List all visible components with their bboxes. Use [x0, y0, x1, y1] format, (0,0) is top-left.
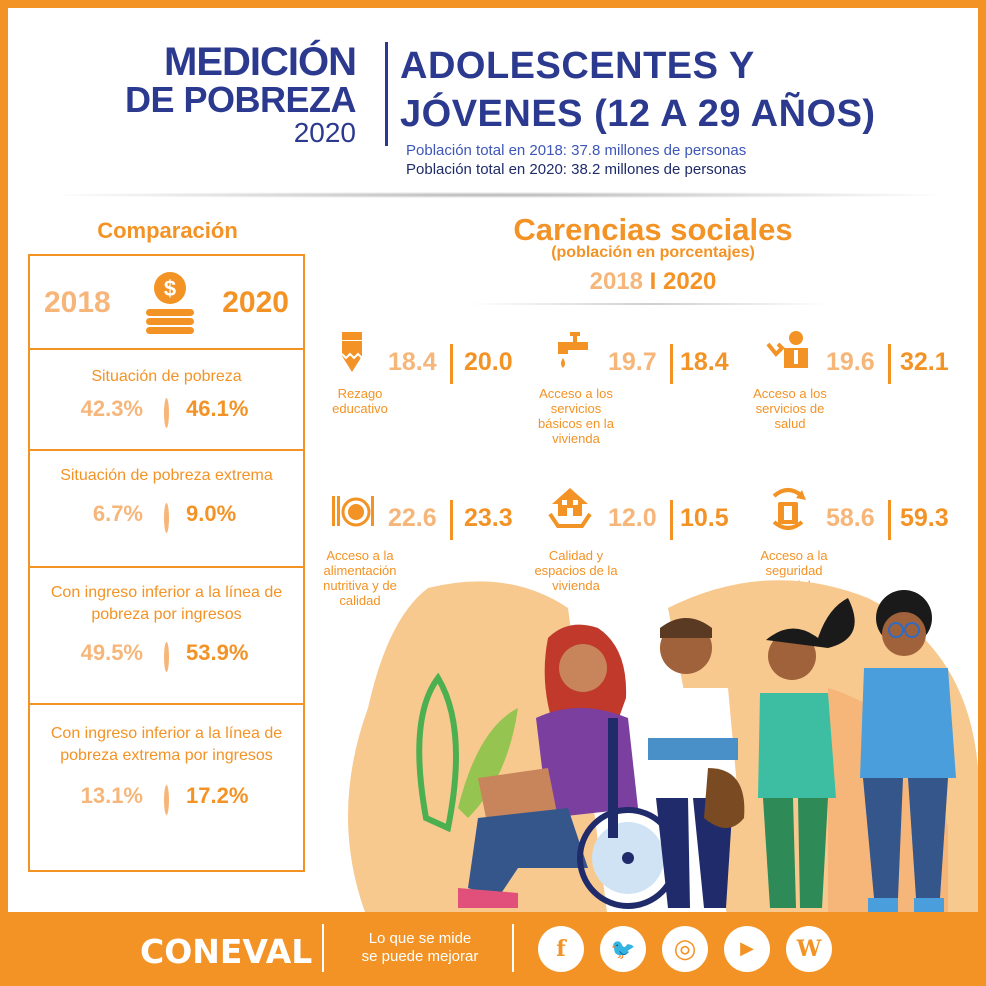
indicator-label: Acceso a los servicios de salud [753, 386, 827, 431]
indicator-alimentacion: 22.6 23.3 Acceso a la alimentación nutri… [323, 486, 530, 608]
svg-text:$: $ [164, 276, 176, 301]
value-separator [164, 642, 169, 672]
value-2020: 32.1 [900, 348, 949, 376]
population-2018: Población total en 2018: 37.8 millones d… [406, 142, 747, 159]
comparison-row-ingreso-extrema: Con ingreso inferior a la línea de pobre… [30, 705, 303, 870]
slogan-line1: Lo que se mide [368, 930, 472, 947]
instagram-icon[interactable]: ◎ [662, 926, 708, 972]
indicator-label: Rezago educativo [332, 386, 388, 416]
pencil-icon [341, 332, 363, 372]
carencias-years: 2018 I 2020 [448, 268, 858, 296]
value-2018: 42.3% [80, 396, 143, 421]
value-2020: 9.0% [186, 501, 237, 526]
water-faucet-icon [558, 332, 588, 368]
comparison-row-pobreza: Situación de pobreza 42.3% 46.1% [30, 350, 303, 451]
indicator-label: Acceso a los servicios básicos en la viv… [538, 386, 614, 446]
indicator-label: Calidad y espacios de la vivienda [534, 548, 618, 593]
carencias-divider [470, 303, 830, 305]
house-hands-icon [548, 488, 592, 528]
logo-line2: DE POBREZA [124, 79, 357, 120]
value-2018: 58.6 [826, 504, 875, 532]
value-2018: 49.5% [80, 640, 143, 665]
comparison-year-2018: 2018 [44, 286, 111, 319]
value-2020: 17.2% [186, 783, 249, 808]
indicator-label: Acceso a la alimentación nutritiva y de … [323, 548, 397, 608]
title-line1: ADOLESCENTES Y [400, 45, 755, 87]
coneval-logo: CONEVAL [140, 932, 313, 971]
comparison-row-label: Situación de pobreza [91, 368, 242, 385]
logo-year: 2020 [293, 117, 356, 148]
indicator-servicios-basicos: 19.7 18.4 Acceso a los servicios básicos… [538, 330, 748, 450]
value-2018: 19.7 [608, 348, 657, 376]
value-2018: 19.6 [826, 348, 875, 376]
value-2020: 20.0 [464, 348, 513, 376]
value-separator [164, 398, 169, 428]
value-separator [670, 500, 673, 540]
value-separator [164, 785, 169, 815]
value-separator [888, 500, 891, 540]
twitter-icon[interactable]: 🐦 [600, 926, 646, 972]
comparison-row-label: Situación de pobreza extrema [60, 467, 273, 484]
wordpress-icon[interactable]: W [786, 926, 832, 972]
indicator-rezago-educativo: 18.4 20.0 Rezago educativo [330, 330, 530, 450]
doctor-icon [766, 331, 808, 368]
indicator-calidad-vivienda: 12.0 10.5 Calidad y espacios de la vivie… [534, 486, 748, 606]
youtube-icon[interactable]: ▶ [724, 926, 770, 972]
comparison-table: 2018 $ 2020 Situación de pobreza 42.3% 4… [28, 254, 305, 872]
plate-cutlery-icon [332, 496, 374, 527]
value-2018: 6.7% [92, 501, 143, 526]
carencias-subtitle: (población en porcentajes) [551, 244, 755, 261]
header-shadow-divider [58, 192, 938, 198]
value-2020: 10.5 [680, 504, 729, 532]
comparison-row-pobreza-extrema: Situación de pobreza extrema 6.7% 9.0% [30, 451, 303, 568]
value-2020: 53.9% [186, 640, 249, 665]
header-divider [385, 42, 388, 146]
value-2018: 22.6 [388, 504, 437, 532]
carencias-year-2020: 2020 [663, 268, 717, 295]
social-security-icon [772, 488, 806, 530]
youth-illustration [348, 580, 978, 920]
value-2018: 18.4 [388, 348, 437, 376]
value-2018: 12.0 [608, 504, 657, 532]
title-line2: JÓVENES (12 A 29 AÑOS) [400, 93, 876, 135]
value-separator [450, 344, 453, 384]
comparison-row-label: Con ingreso inferior a la línea de pobre… [50, 584, 283, 623]
medicion-pobreza-logo: MEDICIÓN DE POBREZA 2020 [114, 40, 357, 148]
indicator-servicios-salud: 19.6 32.1 Acceso a los servicios de salu… [753, 330, 966, 450]
value-separator [450, 500, 453, 540]
logo-line1: MEDICIÓN [164, 40, 357, 84]
value-separator [670, 344, 673, 384]
value-2020: 18.4 [680, 348, 729, 376]
carencias-title: Carencias sociales [513, 212, 793, 247]
population-2020: Población total en 2020: 38.2 millones d… [406, 161, 747, 178]
footer-divider [512, 924, 514, 972]
value-2018: 13.1% [80, 783, 143, 808]
comparison-year-2020: 2020 [222, 286, 289, 319]
facebook-icon[interactable]: f [538, 926, 584, 972]
value-separator [888, 344, 891, 384]
footer-divider [322, 924, 324, 972]
value-2020: 23.3 [464, 504, 513, 532]
comparison-title: Comparación [97, 218, 238, 243]
page-title: ADOLESCENTES Y JÓVENES (12 A 29 AÑOS) [400, 42, 876, 138]
carencias-year-2018: 2018 [589, 268, 643, 295]
coin-stack-icon: $ [146, 272, 194, 334]
footer-slogan: Lo que se mide se puede mejorar [340, 930, 500, 966]
comparison-header-row: 2018 $ 2020 [30, 256, 303, 350]
footer-bar: CONEVAL Lo que se mide se puede mejorar … [0, 912, 986, 986]
comparison-row-ingreso-pobreza: Con ingreso inferior a la línea de pobre… [30, 568, 303, 705]
value-2020: 46.1% [186, 396, 249, 421]
slogan-line2: se puede mejorar [361, 948, 479, 965]
carencias-year-separator: I [649, 268, 657, 295]
value-2020: 59.3 [900, 504, 949, 532]
value-separator [164, 503, 169, 533]
comparison-row-label: Con ingreso inferior a la línea de pobre… [50, 725, 283, 764]
